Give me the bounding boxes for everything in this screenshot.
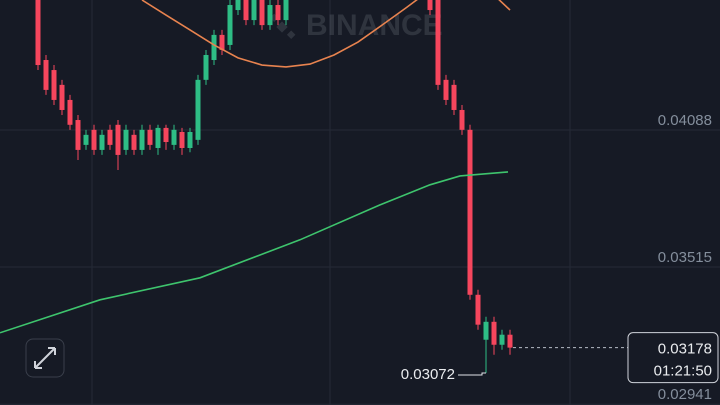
candle-body — [59, 84, 65, 110]
candle-body — [131, 134, 137, 150]
candle-body — [171, 129, 177, 145]
candle-body — [43, 60, 49, 90]
candle-body — [267, 5, 273, 26]
countdown: 01:21:50 — [654, 363, 712, 380]
candle-body — [499, 334, 505, 345]
candle-body — [195, 79, 201, 140]
expand-icon — [34, 347, 56, 369]
candle-body — [475, 294, 481, 325]
candle-body — [99, 134, 105, 150]
candle-body — [467, 129, 473, 295]
candle-body — [91, 129, 97, 150]
candle-body — [227, 5, 233, 45]
moving-average — [141, 0, 511, 68]
candle-body — [83, 134, 89, 145]
watermark-text: BINANCE — [306, 9, 443, 42]
candle-body — [107, 129, 113, 145]
candle-body — [147, 129, 153, 145]
candle-body — [451, 84, 457, 110]
y-tick-label: 0.04088 — [658, 112, 712, 129]
low-pointer — [458, 372, 486, 376]
candle-body — [459, 109, 465, 130]
candle-body — [179, 131, 185, 148]
candle-body — [203, 54, 209, 80]
candle-body — [139, 129, 145, 150]
candle-body — [251, 0, 257, 21]
candle-body — [211, 34, 217, 61]
candle-body — [187, 131, 193, 148]
candle-body — [219, 34, 225, 50]
y-tick-label: 0.02941 — [658, 386, 712, 403]
candle-body — [507, 334, 513, 348]
candle-body — [155, 127, 161, 148]
candle-body — [35, 0, 41, 66]
candle-body — [123, 129, 129, 150]
candle-body — [491, 321, 497, 345]
y-tick-label: 0.03515 — [658, 249, 712, 266]
candle-body — [427, 0, 433, 11]
candle-body — [275, 5, 281, 21]
expand-button[interactable] — [25, 338, 65, 378]
candle-body — [163, 127, 169, 143]
candle-body — [235, 0, 241, 11]
candle-body — [67, 99, 73, 125]
candle-body — [51, 70, 57, 100]
candle-body — [259, 0, 265, 26]
candle-body — [75, 120, 81, 150]
last-price: 0.03178 — [658, 341, 712, 358]
moving-average — [0, 171, 509, 334]
price-box — [627, 332, 719, 384]
candle-body — [243, 0, 249, 21]
candle-body — [435, 0, 441, 85]
low-label: 0.03072 — [401, 366, 455, 383]
candle-body — [443, 79, 449, 100]
candle-body — [483, 321, 489, 340]
candle-body — [115, 124, 121, 155]
candle-body — [283, 0, 289, 21]
